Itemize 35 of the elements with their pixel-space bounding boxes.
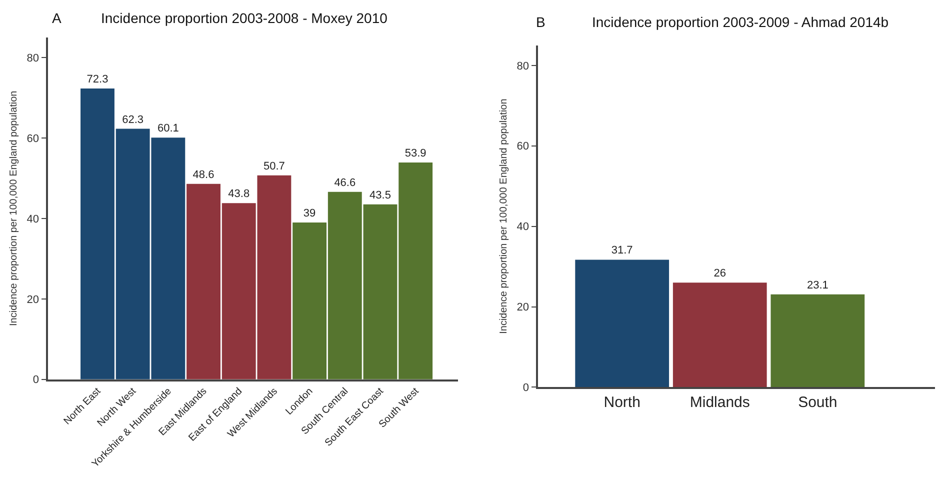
data-label: 72.3 [86, 74, 108, 86]
y-tick-label: 20 [516, 302, 530, 314]
y-axis-title: Incidence proportion per 100,000 England population [8, 90, 20, 326]
data-label: 46.6 [334, 176, 356, 189]
x-tick-label: Midlands [690, 394, 750, 411]
data-label: 60.1 [157, 122, 179, 135]
data-label: 39 [303, 207, 316, 220]
chart-title: Incidence proportion 2003-2009 - Ahmad 2014b [592, 14, 889, 30]
x-tick-label: South [798, 394, 838, 411]
data-label: 43.8 [228, 188, 250, 200]
y-tick-label: 20 [26, 294, 40, 306]
bar [575, 260, 670, 388]
data-label: 62.3 [122, 114, 144, 126]
data-label: 31.7 [611, 244, 633, 257]
bar [672, 282, 767, 388]
y-tick-label: 40 [26, 213, 40, 226]
y-tick-label: 80 [26, 52, 40, 64]
y-tick-label: 0 [522, 382, 530, 394]
chart-title: Incidence proportion 2003-2008 - Moxey 2010 [101, 10, 388, 26]
data-label: 26 [714, 268, 726, 280]
y-tick-label: 60 [516, 140, 530, 153]
data-label: 23.1 [806, 279, 828, 292]
bar [770, 294, 865, 388]
y-tick-label: 80 [516, 60, 530, 72]
y-tick-label: 60 [26, 132, 40, 145]
data-label: 48.6 [192, 168, 214, 181]
data-label: 43.5 [370, 189, 391, 202]
text: B [536, 14, 546, 30]
data-label: 53.9 [404, 148, 426, 160]
x-tick-label: North [604, 394, 640, 411]
text: A [52, 10, 62, 26]
y-tick-label: 40 [516, 221, 530, 234]
data-label: 50.7 [263, 160, 285, 172]
y-tick-label: 0 [32, 374, 40, 386]
y-axis-title: Incidence proportion per 100,000 England population [498, 98, 510, 334]
